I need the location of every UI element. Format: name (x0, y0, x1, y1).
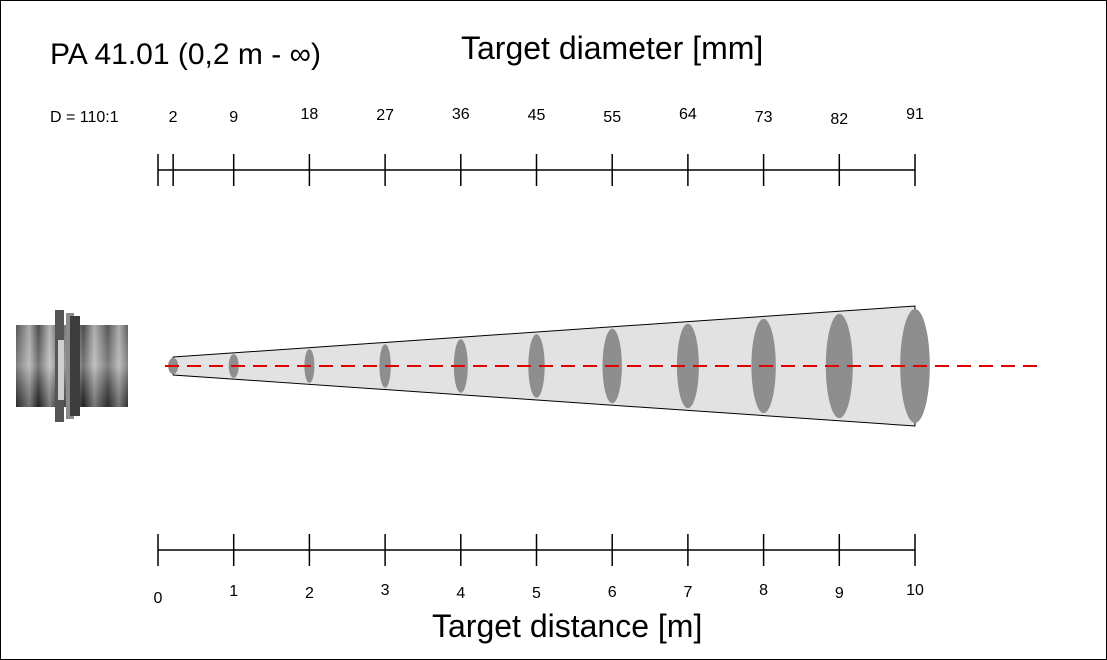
distance-tick-label: 2 (304, 585, 314, 602)
diameter-scale (157, 154, 916, 186)
distance-tick-label: 10 (906, 582, 924, 599)
distance-tick-label: 3 (380, 582, 390, 599)
distance-tick-label: 1 (229, 583, 239, 600)
diameter-tick-label: 82 (830, 111, 849, 128)
diameter-tick-label: 27 (376, 107, 394, 124)
measuring-spots (168, 309, 930, 423)
ir-sensor-icon (16, 310, 128, 422)
distance-tick-label: 9 (834, 585, 844, 602)
diameter-axis-title: Target diameter [mm] (461, 30, 764, 66)
distance-tick-label: 5 (532, 585, 541, 602)
measuring-spot (528, 334, 545, 398)
distance-scale (157, 534, 916, 566)
distance-tick-label: 7 (683, 584, 693, 601)
measuring-spot (825, 313, 853, 419)
distance-tick-label: 4 (456, 585, 466, 602)
diameter-tick-label: 18 (300, 106, 319, 123)
distance-ratio-label: D = 110:1 (50, 109, 119, 126)
distance-axis-title: Target distance [m] (432, 608, 703, 644)
measuring-spot (676, 323, 699, 409)
diameter-tick-label: 2 (168, 109, 178, 126)
diameter-tick-label: 64 (678, 106, 697, 123)
distance-tick-label: 6 (607, 584, 617, 601)
distance-tick-label: 0 (153, 590, 163, 607)
diameter-tick-label: 55 (603, 109, 622, 126)
diameter-tick-label: 45 (527, 107, 546, 124)
diameter-tick-label: 9 (229, 109, 239, 126)
diameter-tick-label: 91 (906, 106, 924, 123)
diameter-tick-label: 73 (754, 109, 773, 126)
distance-tick-label: 8 (759, 582, 769, 599)
diameter-tick-label: 36 (451, 106, 470, 123)
model-title: PA 41.01 (0,2 m - ∞) (50, 38, 321, 71)
